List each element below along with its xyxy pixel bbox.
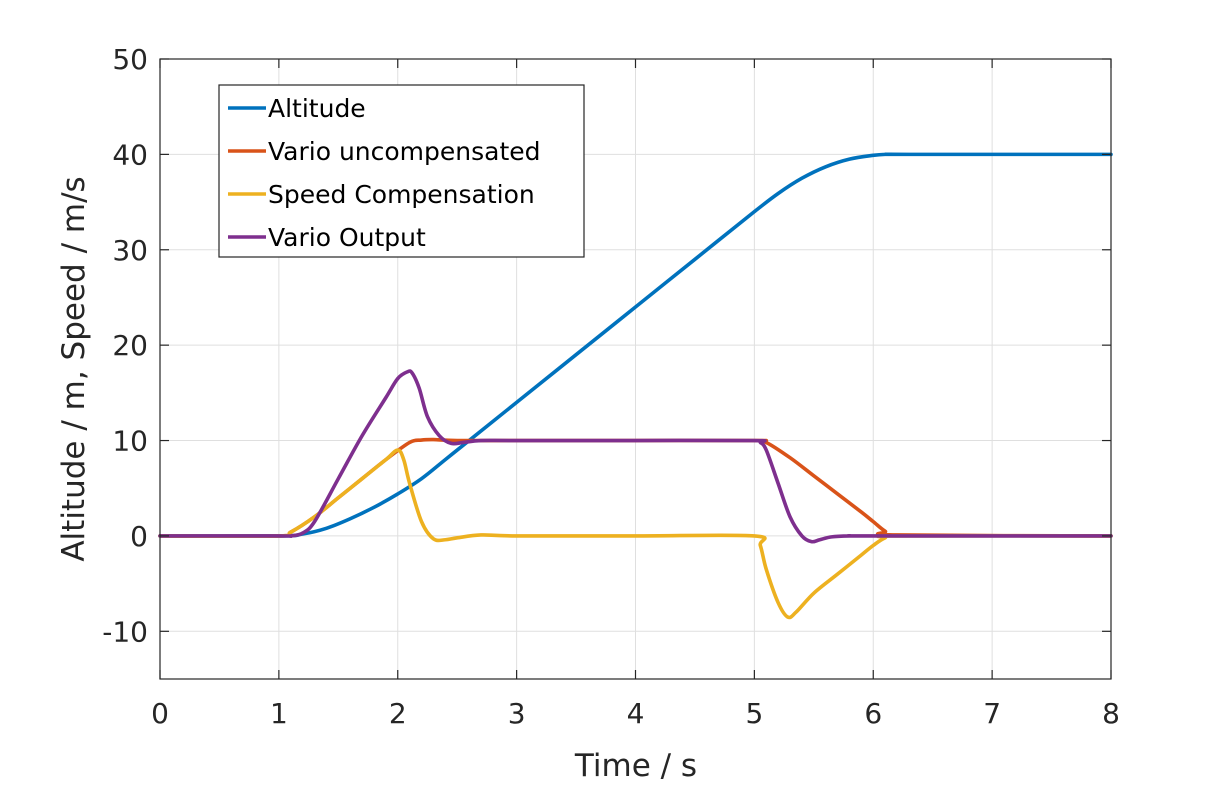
y-axis-title: Altitude / m, Speed / m/s — [56, 176, 92, 561]
y-tick-label: 30 — [112, 234, 148, 267]
series-line-speed-compensation — [158, 448, 1113, 620]
axis-ticks: 0 1 2 3 4 5 6 7 8 -10 0 10 20 30 40 50 — [102, 43, 1120, 730]
y-tick-label: 10 — [112, 425, 148, 458]
legend-label-vario-output: Vario Output — [268, 223, 426, 252]
y-tick-label: 20 — [112, 329, 148, 362]
legend-label-speed-compensation: Speed Compensation — [268, 180, 535, 209]
x-tick-label: 7 — [983, 697, 1001, 730]
y-tick-label: 40 — [112, 138, 148, 171]
x-tick-label: 0 — [151, 697, 169, 730]
x-tick-label: 6 — [864, 697, 882, 730]
x-tick-label: 8 — [1102, 697, 1120, 730]
y-tick-label: 50 — [112, 43, 148, 76]
x-axis-title: Time / s — [574, 748, 697, 784]
series-lines — [158, 152, 1113, 620]
x-tick-label: 3 — [508, 697, 526, 730]
legend-label-altitude: Altitude — [268, 94, 366, 123]
legend-box — [218, 84, 585, 258]
x-tick-label: 4 — [627, 697, 645, 730]
legend: Altitude Vario uncompensated Speed Compens… — [218, 84, 585, 258]
y-tick-label: -10 — [102, 615, 148, 648]
series-line-altitude — [158, 152, 1113, 538]
series-line-vario-output — [158, 369, 1113, 544]
x-tick-label: 1 — [270, 697, 288, 730]
legend-label-vario-uncompensated: Vario uncompensated — [268, 137, 541, 166]
x-tick-label: 2 — [389, 697, 407, 730]
x-tick-label: 5 — [745, 697, 763, 730]
y-tick-label: 0 — [130, 520, 148, 553]
